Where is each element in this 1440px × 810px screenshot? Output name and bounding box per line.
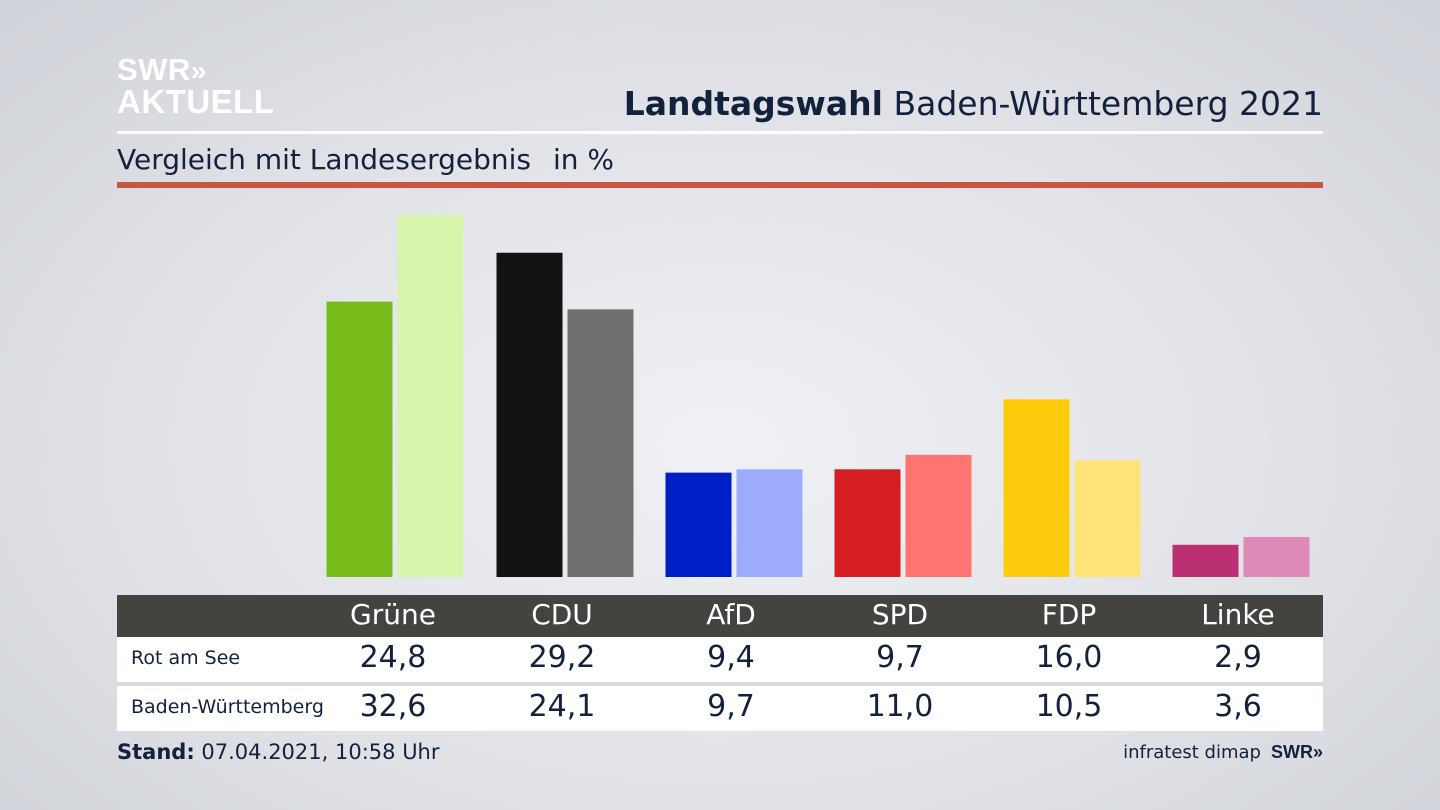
column-header-cdu: CDU [531, 598, 593, 631]
logo-line-swr: SWR» [117, 52, 206, 87]
table-header [117, 595, 1323, 637]
column-header-linke: Linke [1201, 598, 1275, 631]
value-spd-rot-am-see: 9,7 [876, 640, 924, 675]
column-header-afd: AfD [706, 598, 756, 631]
swr-aktuell-logo: SWR» AKTUELL [117, 52, 275, 120]
page-title: Landtagswahl Baden-Württemberg 2021 [624, 84, 1323, 123]
source-credit: infratest dimap SWR» [1123, 742, 1323, 763]
subtitle-text: Vergleich mit Landesergebnis [117, 143, 531, 176]
accent-divider [117, 182, 1323, 188]
value-fdp-baden-wurttemberg: 10,5 [1035, 689, 1103, 724]
bar-linke-baden-wurttemberg [1243, 537, 1310, 577]
stand-value: 07.04.2021, 10:58 Uhr [201, 740, 440, 764]
value-fdp-rot-am-see: 16,0 [1035, 640, 1103, 675]
row-separator [117, 682, 1323, 686]
bar-linke-rot-am-see [1172, 544, 1239, 577]
bar-grune-baden-wurttemberg [397, 215, 464, 577]
value-afd-baden-wurttemberg: 9,7 [707, 689, 755, 724]
bar-cdu-rot-am-see [496, 252, 563, 577]
chart-subtitle: Vergleich mit Landesergebnis in % [117, 143, 614, 176]
value-afd-rot-am-see: 9,4 [707, 640, 755, 675]
value-grune-rot-am-see: 24,8 [359, 640, 427, 675]
value-linke-rot-am-see: 2,9 [1214, 640, 1262, 675]
value-cdu-rot-am-see: 29,2 [528, 640, 596, 675]
bar-spd-baden-wurttemberg [905, 454, 972, 577]
column-header-fdp: FDP [1041, 598, 1097, 631]
bar-grune-rot-am-see [326, 301, 393, 577]
row-label-baden-wuerttemberg: Baden-Württemberg [131, 696, 324, 718]
bar-spd-rot-am-see [834, 469, 901, 577]
swr-small-logo: SWR» [1270, 742, 1323, 762]
source-name: infratest dimap [1123, 742, 1261, 763]
title-divider [117, 131, 1323, 134]
bar-cdu-baden-wurttemberg [567, 309, 634, 577]
timestamp: Stand: 07.04.2021, 10:58 Uhr [117, 740, 440, 764]
column-header-grune: Grüne [350, 598, 436, 631]
value-cdu-baden-wurttemberg: 24,1 [528, 689, 596, 724]
stand-label: Stand: [117, 740, 195, 764]
unit-label: in % [552, 143, 615, 176]
row-label-rot-am-see: Rot am See [131, 647, 241, 669]
value-grune-baden-wurttemberg: 32,6 [359, 689, 427, 724]
bar-fdp-baden-wurttemberg [1074, 460, 1141, 577]
bar-afd-baden-wurttemberg [736, 469, 803, 577]
table-row-baden-wuerttemberg [117, 686, 1323, 731]
bar-afd-rot-am-see [665, 472, 732, 577]
logo-line-aktuell: AKTUELL [117, 83, 275, 120]
title-rest: Baden-Württemberg 2021 [893, 84, 1323, 123]
table-row-rot-am-see [117, 637, 1323, 682]
column-header-spd: SPD [871, 598, 929, 631]
title-bold: Landtagswahl [623, 84, 883, 123]
value-spd-baden-wurttemberg: 11,0 [866, 689, 934, 724]
bar-fdp-rot-am-see [1003, 399, 1070, 577]
value-linke-baden-wurttemberg: 3,6 [1214, 689, 1262, 724]
